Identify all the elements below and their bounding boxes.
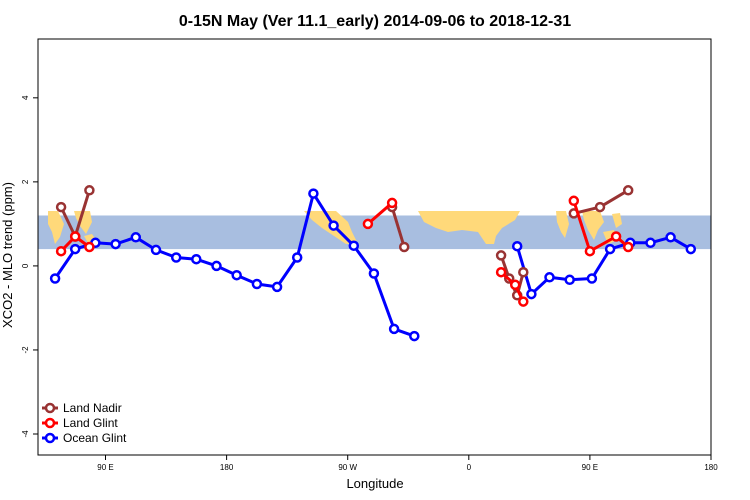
data-point-land-nadir [84, 185, 95, 196]
y-axis-label: XCO2 - MLO trend (ppm) [0, 182, 15, 328]
x-axis: 90 E 180 90 W 0 90 E 180 [97, 455, 718, 472]
data-point-ocean-glint [170, 252, 182, 263]
legend-label: Land Glint [63, 416, 118, 430]
legend-item-land-nadir: Land Nadir [42, 401, 122, 415]
data-point-land-glint [509, 279, 521, 291]
land-india [556, 211, 569, 238]
x-tick-label: 180 [704, 463, 718, 472]
data-point-ocean-glint [388, 323, 400, 335]
series-land-nadir [55, 185, 634, 301]
data-point-ocean-glint [110, 238, 121, 250]
data-point-land-glint [362, 218, 374, 230]
data-point-ocean-glint [368, 268, 380, 279]
data-point-ocean-glint [191, 253, 202, 265]
data-point-ocean-glint [564, 274, 575, 286]
legend-item-ocean-glint: Ocean Glint [42, 431, 127, 445]
legend-swatch-marker [44, 417, 56, 429]
y-tick-label: 2 [21, 179, 30, 184]
data-point-land-glint [55, 245, 67, 257]
series-line-land-glint [572, 200, 630, 253]
data-point-land-nadir [518, 266, 529, 278]
legend-swatch-marker [44, 402, 56, 414]
data-point-ocean-glint [308, 188, 319, 199]
data-point-ocean-glint [49, 273, 61, 284]
data-point-ocean-glint [130, 232, 142, 243]
data-point-ocean-glint [251, 278, 263, 290]
data-point-ocean-glint [348, 240, 360, 251]
data-point-ocean-glint [409, 330, 420, 342]
data-point-land-nadir [594, 201, 606, 213]
data-point-ocean-glint [291, 252, 303, 263]
data-point-ocean-glint [685, 243, 697, 255]
x-tick-label: 90 E [97, 463, 113, 472]
chart-title: 0-15N May (Ver 11.1_early) 2014-09-06 to… [179, 13, 571, 30]
data-point-land-glint [584, 245, 596, 257]
land-philippines [612, 213, 622, 228]
land-southeast-asia [582, 211, 604, 240]
data-point-land-glint [568, 195, 580, 207]
data-point-ocean-glint [604, 243, 616, 255]
x-tick-label: 90 E [582, 463, 598, 472]
legend-item-land-glint: Land Glint [42, 416, 118, 430]
legend-label: Ocean Glint [63, 431, 127, 445]
series-line-ocean-glint [53, 192, 415, 338]
data-point-land-glint [518, 296, 529, 307]
plot-frame [37, 38, 712, 456]
series-line-land-nadir [390, 206, 406, 248]
x-axis-label: Longitude [346, 476, 403, 491]
legend-swatch-marker [44, 432, 56, 444]
series-layer [49, 185, 697, 342]
land-south-asia [48, 211, 64, 244]
x-tick-label: 90 W [338, 463, 357, 472]
data-point-ocean-glint [231, 269, 242, 281]
series-ocean-glint [49, 188, 697, 342]
data-point-ocean-glint [328, 220, 339, 231]
data-point-land-glint [622, 241, 634, 253]
data-point-ocean-glint [211, 260, 222, 272]
data-point-land-glint [84, 241, 95, 253]
data-point-ocean-glint [544, 272, 555, 283]
data-point-land-glint [69, 231, 81, 242]
data-point-ocean-glint [511, 240, 523, 252]
y-tick-label: 4 [21, 95, 30, 100]
data-point-land-glint [610, 231, 622, 242]
data-point-land-glint [495, 266, 507, 278]
data-point-ocean-glint [645, 237, 656, 249]
legend-label: Land Nadir [63, 401, 122, 415]
land-indochina [74, 211, 92, 234]
series-land-glint [55, 195, 634, 307]
series-line-land-glint [366, 201, 394, 226]
data-point-ocean-glint [526, 288, 537, 300]
data-point-land-nadir [398, 241, 410, 253]
data-point-ocean-glint [586, 273, 598, 284]
data-point-ocean-glint [69, 243, 81, 255]
data-point-land-nadir [622, 185, 634, 196]
y-tick-label: 0 [21, 263, 30, 268]
data-point-land-nadir [55, 201, 67, 213]
series-line-ocean-glint [515, 235, 692, 296]
x-tick-label: 0 [467, 463, 472, 472]
data-point-land-nadir [495, 250, 507, 261]
data-point-land-glint [386, 197, 398, 209]
data-point-ocean-glint [271, 281, 283, 293]
land-africa [418, 211, 520, 244]
data-point-ocean-glint [665, 232, 676, 243]
x-tick-label: 180 [220, 463, 234, 472]
y-tick-label: -2 [21, 346, 30, 354]
y-tick-label: -4 [21, 430, 30, 438]
y-axis: -4 -2 0 2 4 [21, 95, 38, 438]
data-point-ocean-glint [150, 244, 162, 256]
